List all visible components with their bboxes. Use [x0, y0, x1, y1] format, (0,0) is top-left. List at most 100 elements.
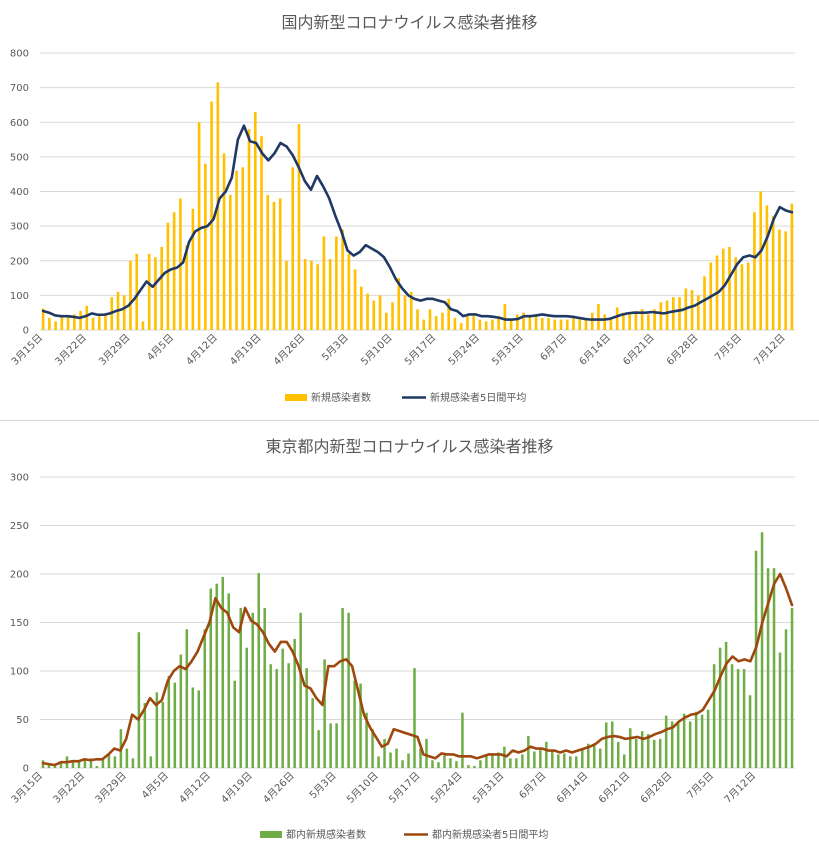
- bar: [766, 568, 770, 768]
- bar: [569, 756, 572, 768]
- y-tick-label: 400: [10, 187, 29, 198]
- bar: [678, 297, 681, 330]
- bar: [172, 212, 176, 330]
- bar: [95, 766, 99, 768]
- bar: [559, 319, 563, 330]
- bar: [293, 638, 296, 768]
- bar: [443, 755, 446, 768]
- bar: [533, 751, 536, 768]
- bar: [305, 668, 308, 768]
- bar: [771, 215, 775, 330]
- bar: [746, 262, 750, 330]
- bar: [166, 222, 170, 330]
- bar: [434, 316, 438, 330]
- bar: [790, 203, 794, 330]
- bar: [784, 629, 788, 768]
- bar: [397, 278, 401, 330]
- bar: [590, 312, 594, 330]
- bar: [391, 302, 394, 330]
- avg-line: [41, 572, 794, 767]
- bar: [647, 314, 650, 330]
- bar: [311, 698, 314, 768]
- bar: [431, 760, 434, 768]
- bar: [491, 755, 494, 768]
- bar: [622, 754, 626, 768]
- bar: [185, 629, 189, 768]
- bar: [347, 612, 350, 768]
- bar: [328, 259, 332, 330]
- bar: [209, 588, 213, 768]
- bar: [197, 690, 201, 768]
- bar: [652, 739, 656, 768]
- bar: [347, 253, 351, 330]
- bar: [221, 576, 225, 768]
- bar: [203, 629, 207, 768]
- bar: [297, 123, 301, 330]
- bar: [653, 309, 656, 330]
- bar: [353, 680, 356, 768]
- bar: [383, 738, 386, 768]
- bar: [640, 731, 644, 768]
- bar: [784, 231, 787, 330]
- bar: [322, 236, 326, 330]
- bar: [790, 607, 794, 768]
- bar: [491, 319, 494, 330]
- bar: [360, 286, 363, 330]
- bar: [365, 712, 368, 768]
- bar: [317, 730, 320, 768]
- bar: [89, 758, 93, 768]
- bar: [122, 295, 126, 331]
- y-tick-label: 250: [10, 521, 29, 532]
- bar: [425, 738, 428, 768]
- bar: [473, 766, 476, 768]
- bar: [437, 762, 440, 768]
- bar: [772, 568, 776, 768]
- bar: [527, 735, 530, 768]
- bar: [528, 316, 532, 330]
- bar: [688, 721, 692, 768]
- bar: [353, 269, 357, 330]
- bar: [628, 728, 632, 768]
- legend-line-label: 都内新規感染者5日間平均: [432, 828, 548, 841]
- bar: [389, 752, 392, 768]
- bar: [155, 692, 159, 768]
- bar: [610, 721, 614, 768]
- bar: [413, 668, 416, 768]
- y-tick-label: 200: [10, 570, 29, 581]
- bar: [453, 317, 457, 330]
- bar: [73, 314, 76, 330]
- bar: [97, 316, 101, 330]
- bar: [247, 129, 251, 330]
- bar: [66, 316, 70, 330]
- bar: [210, 101, 213, 330]
- bar: [622, 312, 625, 330]
- bar: [147, 253, 151, 330]
- bar: [53, 766, 57, 768]
- bar: [241, 167, 245, 330]
- bar: [703, 276, 706, 330]
- bar: [335, 723, 338, 768]
- bar: [572, 317, 575, 330]
- legend-bar-label: 新規感染者数: [311, 391, 371, 404]
- bar: [378, 295, 382, 331]
- bar: [407, 753, 410, 768]
- bar: [179, 654, 183, 768]
- legend-bar-swatch: [260, 831, 282, 838]
- bar: [551, 750, 554, 768]
- bar: [472, 316, 475, 330]
- bar: [700, 714, 704, 768]
- bar: [401, 760, 404, 768]
- bar: [447, 298, 451, 330]
- bar: [77, 761, 81, 768]
- bar: [335, 236, 338, 330]
- bar: [597, 304, 600, 330]
- bar: [640, 309, 644, 330]
- bar: [658, 738, 662, 768]
- bar: [104, 314, 107, 330]
- bar: [609, 317, 613, 330]
- bar: [634, 738, 638, 768]
- bar: [215, 583, 219, 768]
- bar: [522, 312, 525, 330]
- bar: [59, 761, 63, 768]
